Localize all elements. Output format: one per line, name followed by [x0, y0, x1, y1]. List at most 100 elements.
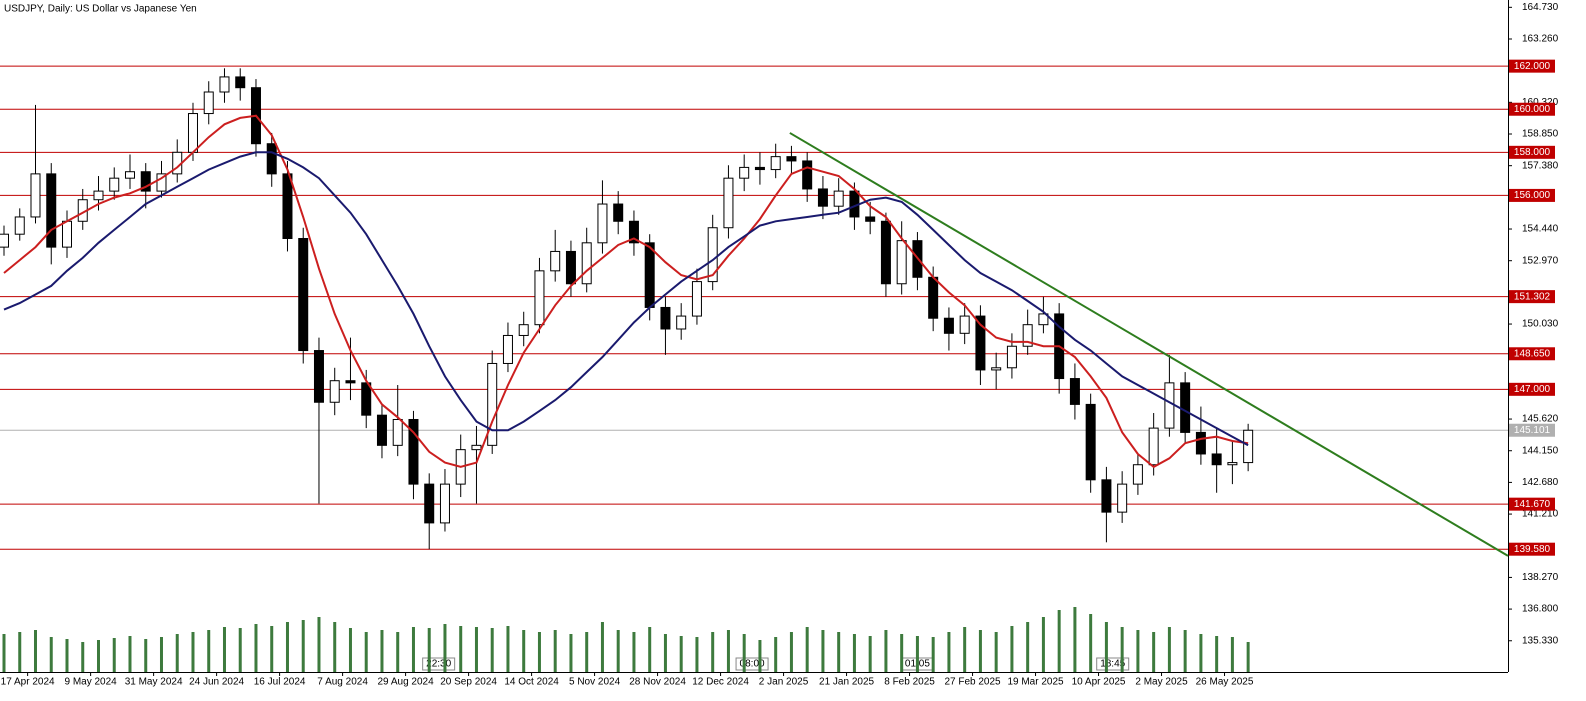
level-label: 158.000 — [1514, 147, 1551, 158]
x-tick-label: 29 Aug 2024 — [378, 677, 435, 688]
candle-body — [93, 190, 104, 201]
level-label-box — [1509, 497, 1555, 511]
y-tick-label: 163.260 — [1522, 34, 1559, 45]
volume-bar — [81, 642, 85, 672]
candle-body — [187, 113, 198, 153]
current-price-label: 145.101 — [1514, 425, 1551, 436]
candle-body — [408, 418, 419, 485]
candle-body — [502, 334, 513, 364]
candle-body — [1069, 378, 1080, 405]
level-label-box — [1509, 290, 1555, 304]
y-tick-label: 152.970 — [1522, 255, 1559, 266]
session-label: 08:00 — [740, 659, 765, 670]
y-tick-label: 164.730 — [1522, 2, 1559, 13]
x-tick-label: 5 Nov 2024 — [569, 677, 621, 688]
candle-body — [424, 483, 435, 524]
volume-bar — [663, 634, 667, 672]
level-label: 148.650 — [1514, 348, 1551, 359]
volume-bar — [128, 636, 132, 672]
candle-body — [676, 315, 687, 330]
volume-bar — [1010, 626, 1014, 672]
level-label: 151.302 — [1514, 291, 1551, 302]
volume-bar — [821, 630, 825, 672]
volume-bar — [364, 632, 368, 672]
candle-body — [1227, 462, 1238, 466]
candle-body — [833, 190, 844, 207]
volume-bar — [222, 627, 226, 672]
volume-bar — [96, 640, 100, 672]
level-label-box — [1509, 382, 1555, 396]
volume-bar — [506, 626, 510, 672]
volume-bar — [474, 627, 478, 672]
volume-bar — [49, 637, 53, 672]
volume-bar — [711, 632, 715, 672]
volume-bar — [931, 637, 935, 672]
y-tick-label: 141.210 — [1522, 509, 1559, 520]
volume-bar — [1041, 617, 1045, 672]
candle-body — [439, 483, 450, 524]
candle-body — [109, 177, 120, 192]
session-label: 22:30 — [426, 659, 451, 670]
volume-bar — [648, 627, 652, 672]
level-label-box — [1509, 59, 1555, 73]
candle-body — [959, 315, 970, 334]
candle-body — [581, 242, 592, 285]
volume-bar — [774, 637, 778, 672]
candle-body — [1195, 431, 1206, 455]
trendline — [789, 132, 1509, 557]
volume-bar — [742, 634, 746, 672]
volume-bar — [2, 634, 6, 672]
volume-bar — [1152, 632, 1156, 672]
volume-bar — [112, 638, 116, 672]
candle-body — [928, 276, 939, 319]
y-tick-label: 142.680 — [1522, 477, 1559, 488]
candle-body — [298, 238, 309, 352]
candle-body — [786, 156, 797, 162]
volume-bar — [175, 634, 179, 672]
session-label: 18:45 — [1100, 659, 1125, 670]
current-price-box — [1509, 423, 1555, 437]
level-label-box — [1509, 188, 1555, 202]
volume-bar — [1215, 636, 1219, 672]
x-tick-label: 19 Mar 2025 — [1007, 677, 1064, 688]
volume-bar — [569, 634, 573, 672]
level-label-box — [1509, 542, 1555, 556]
candle-body — [140, 171, 151, 192]
volume-bar — [1230, 637, 1234, 672]
volume-bar — [238, 628, 242, 672]
y-tick-label: 157.380 — [1522, 160, 1559, 171]
candle-body — [1085, 403, 1096, 481]
candle-body — [534, 270, 545, 326]
candle-body — [802, 160, 813, 190]
candle-body — [1006, 345, 1017, 369]
volume-bar — [632, 632, 636, 672]
volume-bar — [1183, 630, 1187, 672]
x-tick-label: 21 Jan 2025 — [819, 677, 874, 688]
volume-bar — [868, 636, 872, 672]
volume-bar — [33, 630, 37, 672]
x-tick-label: 2 May 2025 — [1135, 677, 1188, 688]
candle-body — [1117, 483, 1128, 513]
volume-bar — [65, 639, 69, 672]
candle-body — [1164, 382, 1175, 429]
y-tick-label: 136.800 — [1522, 604, 1559, 615]
volume-bar — [537, 632, 541, 672]
volume-bar — [1057, 610, 1061, 672]
x-tick-label: 8 Feb 2025 — [884, 677, 935, 688]
volume-bar — [805, 627, 809, 672]
volume-bar — [411, 627, 415, 672]
volume-bar — [1026, 622, 1030, 672]
volume-bar — [1199, 634, 1203, 672]
volume-bar — [852, 634, 856, 672]
candle-body — [754, 166, 765, 171]
volume-bar — [459, 626, 463, 672]
candle-body — [282, 173, 293, 240]
candle-body — [1211, 453, 1222, 466]
y-tick-label: 160.320 — [1522, 97, 1559, 108]
volume-bar — [837, 632, 841, 672]
x-tick-label: 10 Apr 2025 — [1072, 677, 1126, 688]
x-tick-label: 14 Oct 2024 — [504, 677, 559, 688]
volume-bar — [978, 630, 982, 672]
x-tick-label: 17 Apr 2024 — [1, 677, 55, 688]
candle-body — [471, 444, 482, 451]
